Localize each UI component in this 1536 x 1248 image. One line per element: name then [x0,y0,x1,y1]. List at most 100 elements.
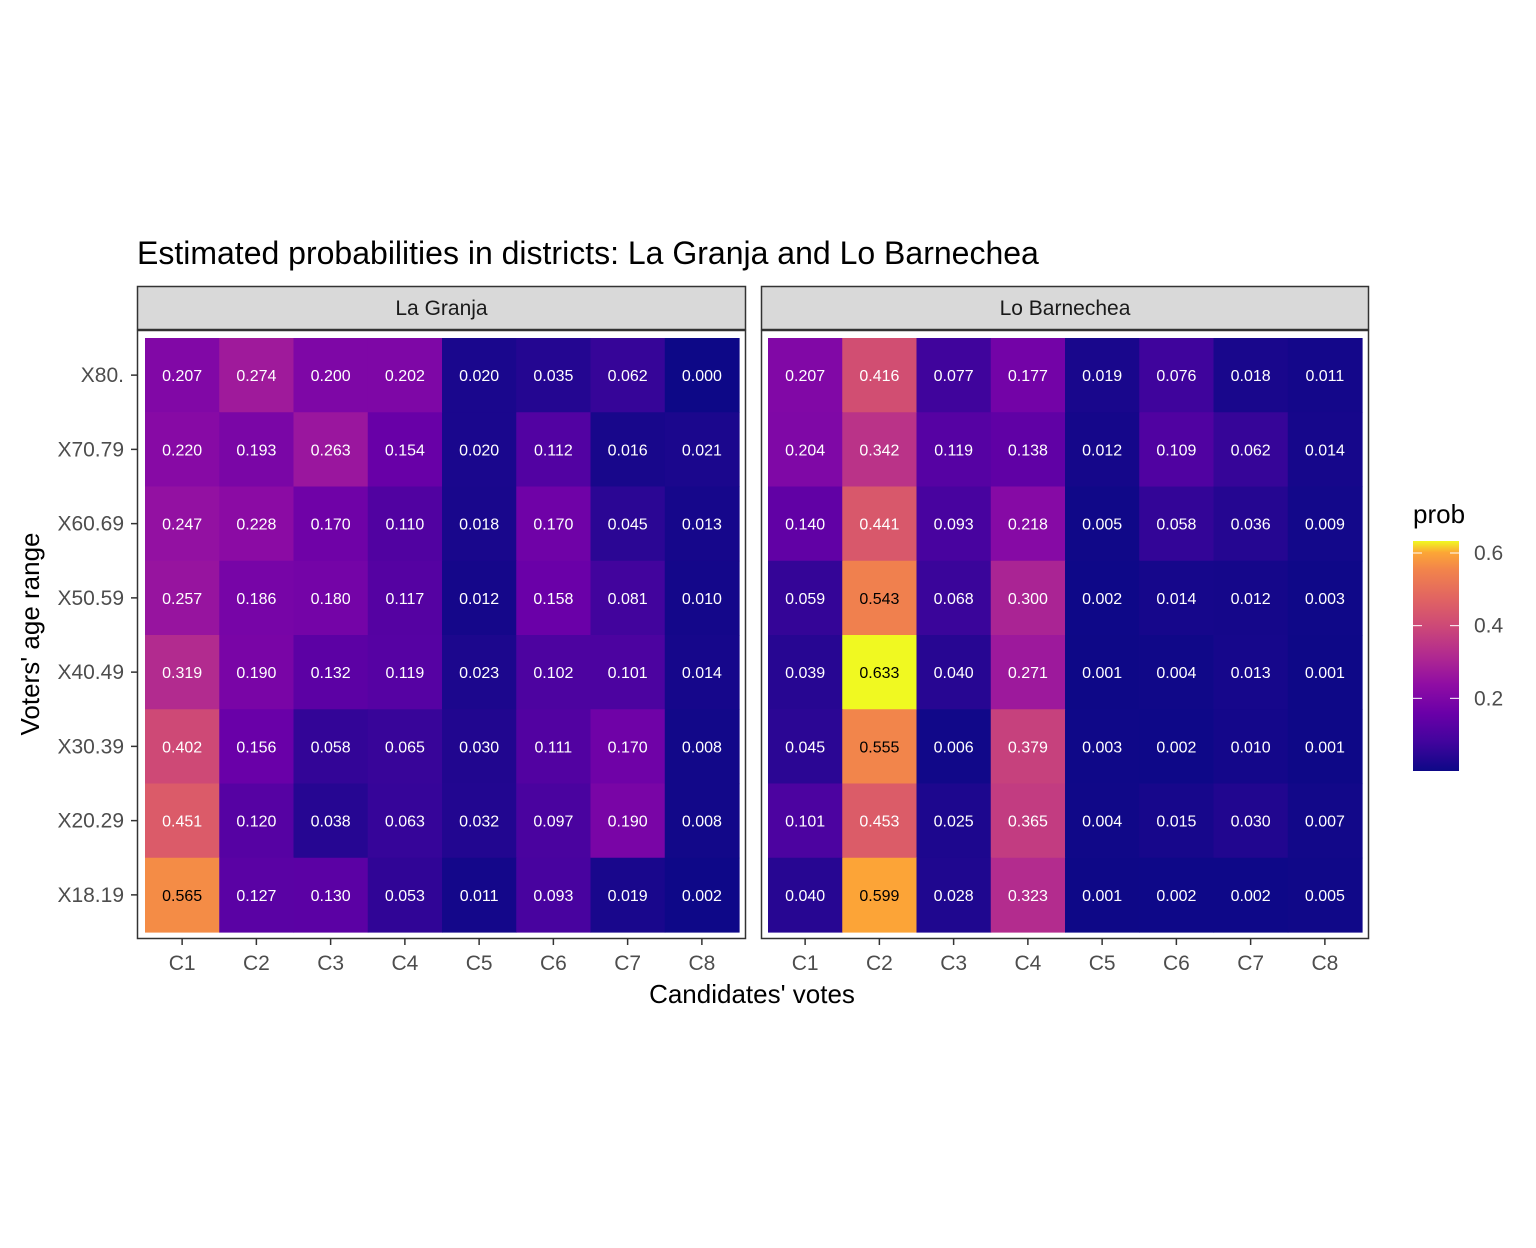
cell-value-label: 0.001 [1082,665,1122,682]
cell-value-label: 0.101 [608,665,648,682]
heatmap-cell [768,338,843,413]
cell-value-label: 0.028 [934,888,974,905]
cell-value-label: 0.081 [608,591,648,608]
heatmap-cell [1287,709,1363,785]
cell-value-label: 0.003 [1305,591,1345,608]
cell-value-label: 0.001 [1305,739,1345,756]
panel-frame-lo-barnechea [760,329,1370,940]
heatmap-cell [664,635,740,710]
cell-value-label: 0.228 [236,517,276,534]
heatmap-cell [664,783,740,859]
cell-value-label: 0.002 [1156,739,1196,756]
heatmap-cell [664,338,740,413]
heatmap-cell [293,709,369,785]
y-axis-title: Voters' age range [15,533,45,736]
cell-value-label: 0.068 [934,591,974,608]
cell-value-label: 0.156 [236,739,276,756]
cell-value-label: 0.110 [385,517,424,534]
heatmap-cell [916,486,992,562]
y-tick-label: X20.29 [57,810,124,833]
cell-value-label: 0.036 [1231,517,1271,534]
heatmap-cell [916,412,992,488]
heatmap-cell [219,709,295,785]
heatmap-cell [768,486,843,562]
heatmap-cell [990,783,1066,859]
heatmap-cell [768,560,843,636]
cell-value-label: 0.012 [1231,591,1271,608]
cell-value-label: 0.030 [1231,814,1271,831]
cell-value-label: 0.019 [608,888,648,905]
heatmap-cell [442,560,517,636]
heatmap-cell [842,783,918,859]
heatmap-cell [145,857,220,933]
cell-value-label: 0.451 [162,814,202,831]
cell-value-label: 0.038 [311,814,351,831]
heatmap-cell [1065,412,1140,488]
cell-value-label: 0.002 [1082,591,1122,608]
heatmap-cell [219,783,295,859]
cell-value-label: 0.002 [1156,888,1196,905]
cell-value-label: 0.186 [236,591,276,608]
cell-value-label: 0.204 [785,442,825,459]
cell-value-label: 0.010 [682,591,722,608]
cell-value-label: 0.177 [1008,368,1048,385]
heatmap-cell [590,857,666,933]
cell-value-label: 0.416 [859,368,899,385]
heatmap-cell [1287,560,1363,636]
cell-value-label: 0.138 [1008,442,1048,459]
cell-value-label: 0.077 [934,368,974,385]
cell-value-label: 0.193 [236,442,276,459]
cell-value-label: 0.130 [311,888,351,905]
heatmap-cell [516,486,592,562]
cell-value-label: 0.040 [785,888,825,905]
y-tick-label: X18.19 [57,884,124,907]
panel-lo-barnechea-cells: 0.207 0.416 0.077 0.177 0.019 0.076 0.018 0.011… [768,338,1363,933]
cell-value-label: 0.127 [236,888,276,905]
heatmap-cell [367,560,443,636]
heatmap-cell [1213,709,1289,785]
cell-value-label: 0.025 [934,814,974,831]
heatmap-cell [590,560,666,636]
heatmap-cell [990,338,1066,413]
panel-strip-la-granja [136,285,747,331]
heatmap-cell [1213,338,1289,413]
cell-value-label: 0.062 [1231,442,1271,459]
cell-value-label: 0.247 [162,517,202,534]
cell-value-label: 0.274 [236,368,276,385]
cell-value-label: 0.180 [311,591,351,608]
heatmap-cell [916,857,992,933]
heatmap-cell [1065,560,1140,636]
cell-value-label: 0.218 [1008,517,1048,534]
heatmap-cell [990,412,1066,488]
x-tick-label: C2 [866,952,893,975]
heatmap-cell [590,635,666,710]
heatmap-cell [1065,486,1140,562]
heatmap-cell [145,412,220,488]
heatmap-cell [145,338,220,413]
heatmap-cell [768,709,843,785]
heatmap-cell [842,560,918,636]
heatmap-cell [367,709,443,785]
cell-value-label: 0.453 [859,814,899,831]
cell-value-label: 0.006 [934,739,974,756]
x-tick-label: C2 [243,952,270,975]
heatmap-cell [1139,412,1215,488]
cell-value-label: 0.220 [162,442,202,459]
heatmap-cell [590,783,666,859]
cell-value-label: 0.111 [535,739,573,756]
cell-value-label: 0.101 [785,814,825,831]
cell-value-label: 0.035 [533,368,573,385]
heatmap-cell [590,412,666,488]
cell-value-label: 0.170 [311,517,351,534]
cell-value-label: 0.001 [1082,888,1122,905]
heatmap-cell [293,412,369,488]
heatmap-cell [293,857,369,933]
heatmap-cell [1213,783,1289,859]
heatmap-cell [1139,560,1215,636]
cell-value-label: 0.402 [162,739,202,756]
heatmap-cell [442,783,517,859]
heatmap-cell [442,709,517,785]
cell-value-label: 0.271 [1008,665,1048,682]
heatmap-cell [590,486,666,562]
cell-value-label: 0.093 [533,888,573,905]
